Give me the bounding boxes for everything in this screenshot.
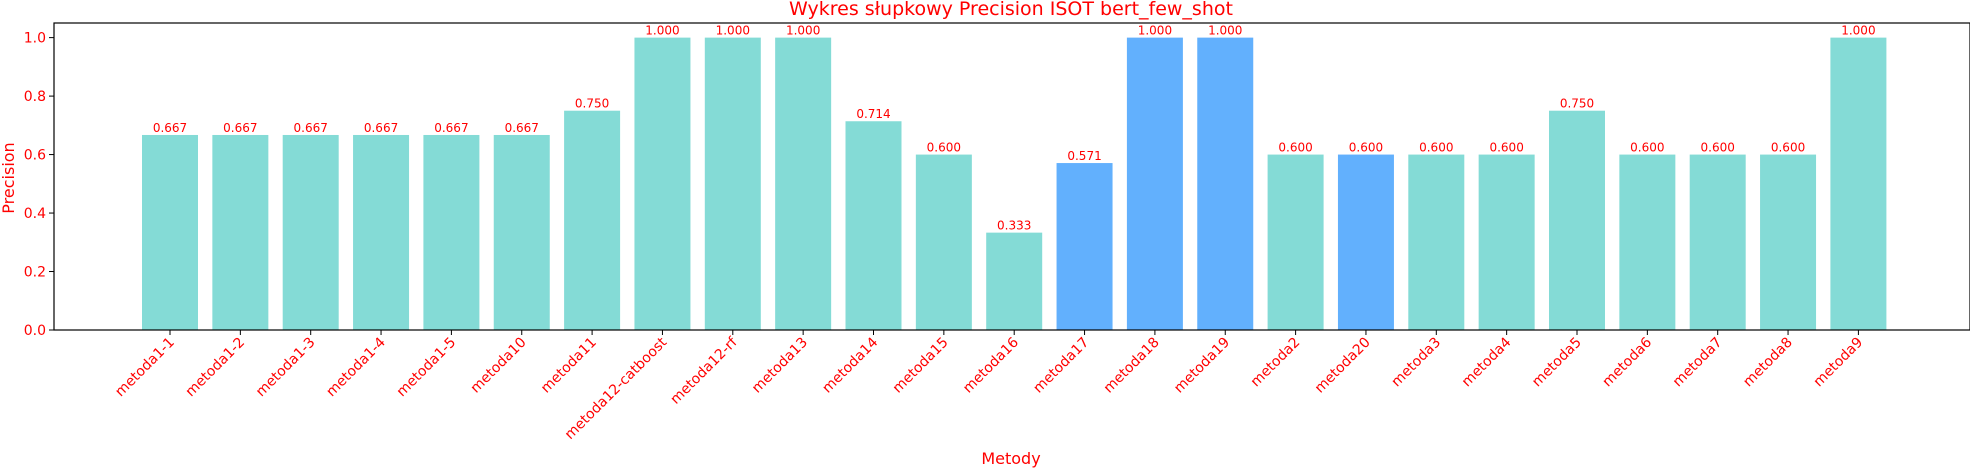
bar-metoda12-catboost xyxy=(634,37,691,331)
x-tick-label-metoda16: metoda16 xyxy=(960,334,1022,396)
bar-metoda15 xyxy=(915,154,972,330)
bar-metoda20 xyxy=(1337,154,1394,330)
x-tick-label-metoda6: metoda6 xyxy=(1600,334,1656,390)
value-label-metoda19: 1.000 xyxy=(1208,24,1242,38)
value-label-metoda20: 0.600 xyxy=(1349,141,1383,155)
value-label-metoda13: 1.000 xyxy=(786,24,820,38)
value-label-metoda1-2: 0.667 xyxy=(223,121,257,135)
y-tick-label-1: 0.2 xyxy=(24,265,46,281)
x-tick-label-metoda14: metoda14 xyxy=(819,334,881,396)
x-tick-label-metoda4: metoda4 xyxy=(1459,334,1515,390)
x-tick-label-metoda3: metoda3 xyxy=(1388,335,1444,391)
bar-metoda1-5 xyxy=(423,134,480,330)
y-axis-label: Precision xyxy=(0,142,18,213)
value-label-metoda11: 0.750 xyxy=(575,97,609,111)
y-tick-label-0: 0.0 xyxy=(24,323,46,339)
bar-metoda7 xyxy=(1689,154,1746,330)
value-label-metoda18: 1.000 xyxy=(1138,24,1172,38)
x-tick-label-metoda1-5: metoda1-5 xyxy=(394,335,460,401)
plot-frame xyxy=(53,22,1970,331)
value-label-metoda1-4: 0.667 xyxy=(364,121,398,135)
bar-metoda16 xyxy=(986,232,1043,330)
x-tick-label-metoda17: metoda17 xyxy=(1030,335,1092,397)
bar-metoda1-1 xyxy=(142,134,198,330)
bar-metoda17 xyxy=(1056,163,1113,330)
bars-layer xyxy=(142,37,1887,331)
value-label-metoda7: 0.600 xyxy=(1701,141,1735,155)
y-tick-label-5: 1.0 xyxy=(24,31,46,47)
x-tick-label-metoda1-3: metoda1-3 xyxy=(253,335,319,401)
x-tick-label-metoda1-4: metoda1-4 xyxy=(323,334,389,400)
bar-metoda11 xyxy=(564,110,621,331)
value-label-metoda12-rf: 1.000 xyxy=(716,24,750,38)
bar-metoda1-3 xyxy=(282,134,339,330)
bar-metoda19 xyxy=(1197,37,1254,331)
value-label-metoda14: 0.714 xyxy=(856,107,890,121)
y-tick-label-3: 0.6 xyxy=(24,148,46,164)
bar-metoda5 xyxy=(1549,110,1605,331)
bar-metoda1-4 xyxy=(353,134,410,330)
x-tick-label-metoda11: metoda11 xyxy=(538,335,600,397)
x-tick-label-metoda1-2: metoda1-2 xyxy=(183,335,249,401)
value-label-metoda4: 0.600 xyxy=(1489,141,1523,155)
y-axis-ticks: 0.0 0.2 0.4 0.6 0.8 1.0 xyxy=(24,31,54,339)
x-tick-label-metoda7: metoda7 xyxy=(1670,335,1726,391)
x-tick-label-metoda5: metoda5 xyxy=(1529,335,1585,391)
bar-metoda9 xyxy=(1830,37,1887,331)
x-tick-label-metoda18: metoda18 xyxy=(1101,335,1163,397)
value-label-metoda16: 0.333 xyxy=(997,219,1031,233)
bar-metoda14 xyxy=(845,121,902,331)
x-tick-label-metoda15: metoda15 xyxy=(890,335,952,397)
bar-metoda1-2 xyxy=(212,134,269,330)
bar-metoda8 xyxy=(1760,154,1817,330)
bar-metoda18 xyxy=(1126,37,1183,331)
bar-metoda3 xyxy=(1408,154,1465,330)
x-tick-label-metoda1-1: metoda1-1 xyxy=(112,335,178,401)
value-label-metoda5: 0.750 xyxy=(1560,97,1594,111)
x-tick-label-metoda13: metoda13 xyxy=(749,335,811,397)
bar-metoda13 xyxy=(775,37,832,331)
x-tick-label-metoda10: metoda10 xyxy=(468,335,530,397)
value-label-metoda2: 0.600 xyxy=(1278,141,1312,155)
bar-metoda4 xyxy=(1478,154,1535,330)
x-tick-label-metoda19: metoda19 xyxy=(1171,335,1233,397)
x-tick-label-metoda9: metoda9 xyxy=(1811,335,1867,391)
bar-metoda2 xyxy=(1267,154,1324,330)
x-tick-label-metoda20: metoda20 xyxy=(1312,335,1374,397)
value-label-metoda3: 0.600 xyxy=(1419,141,1453,155)
value-label-metoda8: 0.600 xyxy=(1771,141,1805,155)
value-label-metoda1-1: 0.667 xyxy=(153,121,187,135)
value-label-metoda10: 0.667 xyxy=(505,121,539,135)
value-label-metoda15: 0.600 xyxy=(927,141,961,155)
value-label-metoda12-catboost: 1.000 xyxy=(645,24,679,38)
bar-metoda6 xyxy=(1619,154,1676,330)
value-label-metoda9: 1.000 xyxy=(1841,24,1875,38)
y-tick-label-4: 0.8 xyxy=(24,89,46,105)
x-tick-label-metoda12-rf: metoda12-rf xyxy=(668,334,742,408)
bar-metoda12-rf xyxy=(704,37,761,331)
bar-metoda10 xyxy=(493,134,550,330)
x-tick-label-metoda8: metoda8 xyxy=(1740,335,1796,391)
x-axis-label: Metody xyxy=(981,449,1040,468)
y-tick-label-2: 0.4 xyxy=(24,206,46,222)
value-label-metoda1-5: 0.667 xyxy=(434,121,468,135)
value-label-metoda17: 0.571 xyxy=(1067,149,1101,163)
value-label-metoda1-3: 0.667 xyxy=(294,121,328,135)
x-axis-ticks: metoda1-1 metoda1-2 metoda1-3 metoda1-4 meto… xyxy=(112,330,1866,443)
chart-title: Wykres słupkowy Precision ISOT bert_few_… xyxy=(789,0,1233,20)
x-tick-label-metoda2: metoda2 xyxy=(1248,335,1304,391)
value-labels-layer: 0.667 0.667 0.667 0.667 0.667 0.667 0.750 1.000… xyxy=(153,24,1876,233)
value-label-metoda6: 0.600 xyxy=(1630,141,1664,155)
